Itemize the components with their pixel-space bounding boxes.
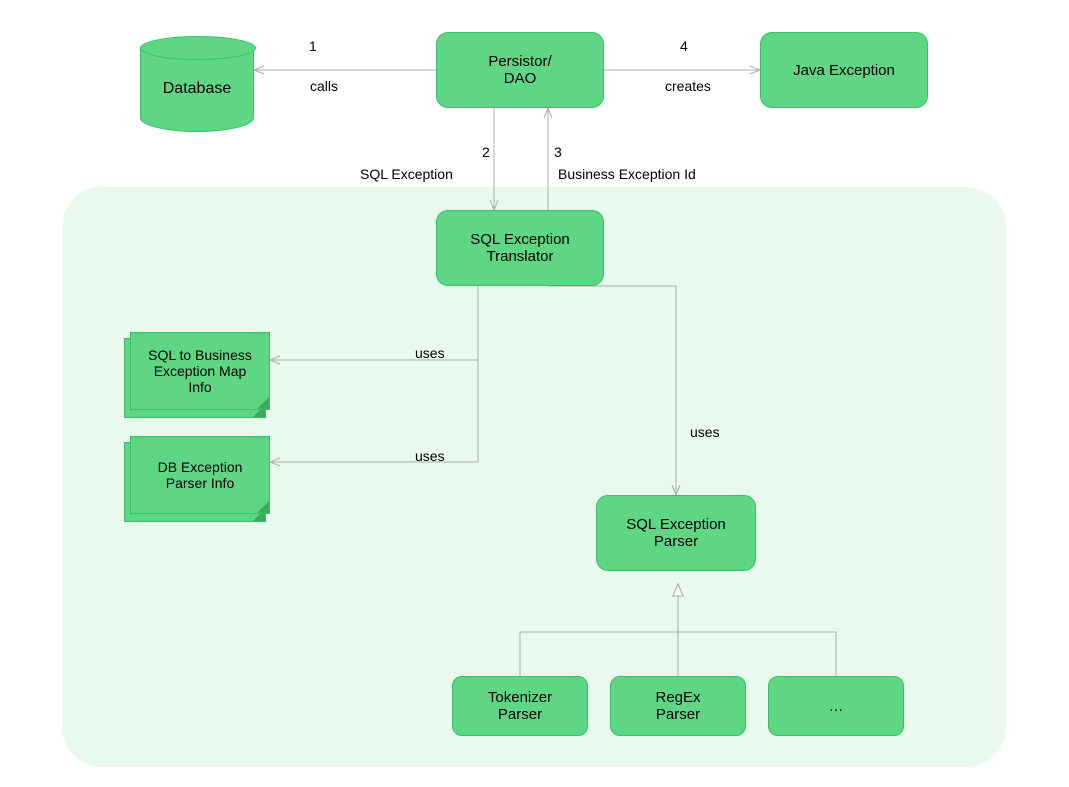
edge-label: uses — [415, 448, 445, 464]
regex-label: RegExParser — [655, 689, 700, 723]
edge-label: Business Exception Id — [558, 166, 696, 182]
regex-node: RegExParser — [610, 676, 746, 736]
edge — [678, 584, 836, 676]
translator-label: SQL ExceptionTranslator — [470, 231, 570, 265]
java-exception-node: Java Exception — [760, 32, 928, 108]
edge-number: 1 — [309, 38, 317, 54]
note-parser-label: DB ExceptionParser Info — [158, 459, 243, 491]
java-exception-label: Java Exception — [793, 62, 895, 79]
note-map-label: SQL to BusinessException MapInfo — [148, 347, 252, 395]
sql-parser-node: SQL ExceptionParser — [596, 495, 756, 571]
edge-label: SQL Exception — [360, 166, 453, 182]
edge-label: uses — [690, 424, 720, 440]
persistor-node: Persistor/DAO — [436, 32, 604, 108]
more-node: … — [768, 676, 904, 736]
edge — [270, 286, 478, 360]
edge — [270, 286, 478, 462]
edge-label: uses — [415, 345, 445, 361]
edge-label: creates — [665, 78, 711, 94]
tokenizer-node: TokenizerParser — [452, 676, 588, 736]
sql-parser-label: SQL ExceptionParser — [626, 516, 726, 550]
more-label: … — [829, 698, 844, 715]
note-map-stack: SQL to BusinessException MapInfo — [130, 332, 270, 410]
edge — [520, 584, 678, 676]
persistor-label: Persistor/DAO — [488, 53, 551, 87]
edge-number: 4 — [680, 38, 688, 54]
tokenizer-label: TokenizerParser — [488, 689, 552, 723]
edge-label: calls — [310, 78, 338, 94]
translator-node: SQL ExceptionTranslator — [436, 210, 604, 286]
edge — [548, 286, 676, 495]
edge-number: 2 — [482, 144, 490, 160]
database-node: Database — [140, 36, 254, 132]
edge-number: 3 — [554, 144, 562, 160]
database-label: Database — [163, 80, 232, 98]
note-parser-stack: DB ExceptionParser Info — [130, 436, 270, 514]
